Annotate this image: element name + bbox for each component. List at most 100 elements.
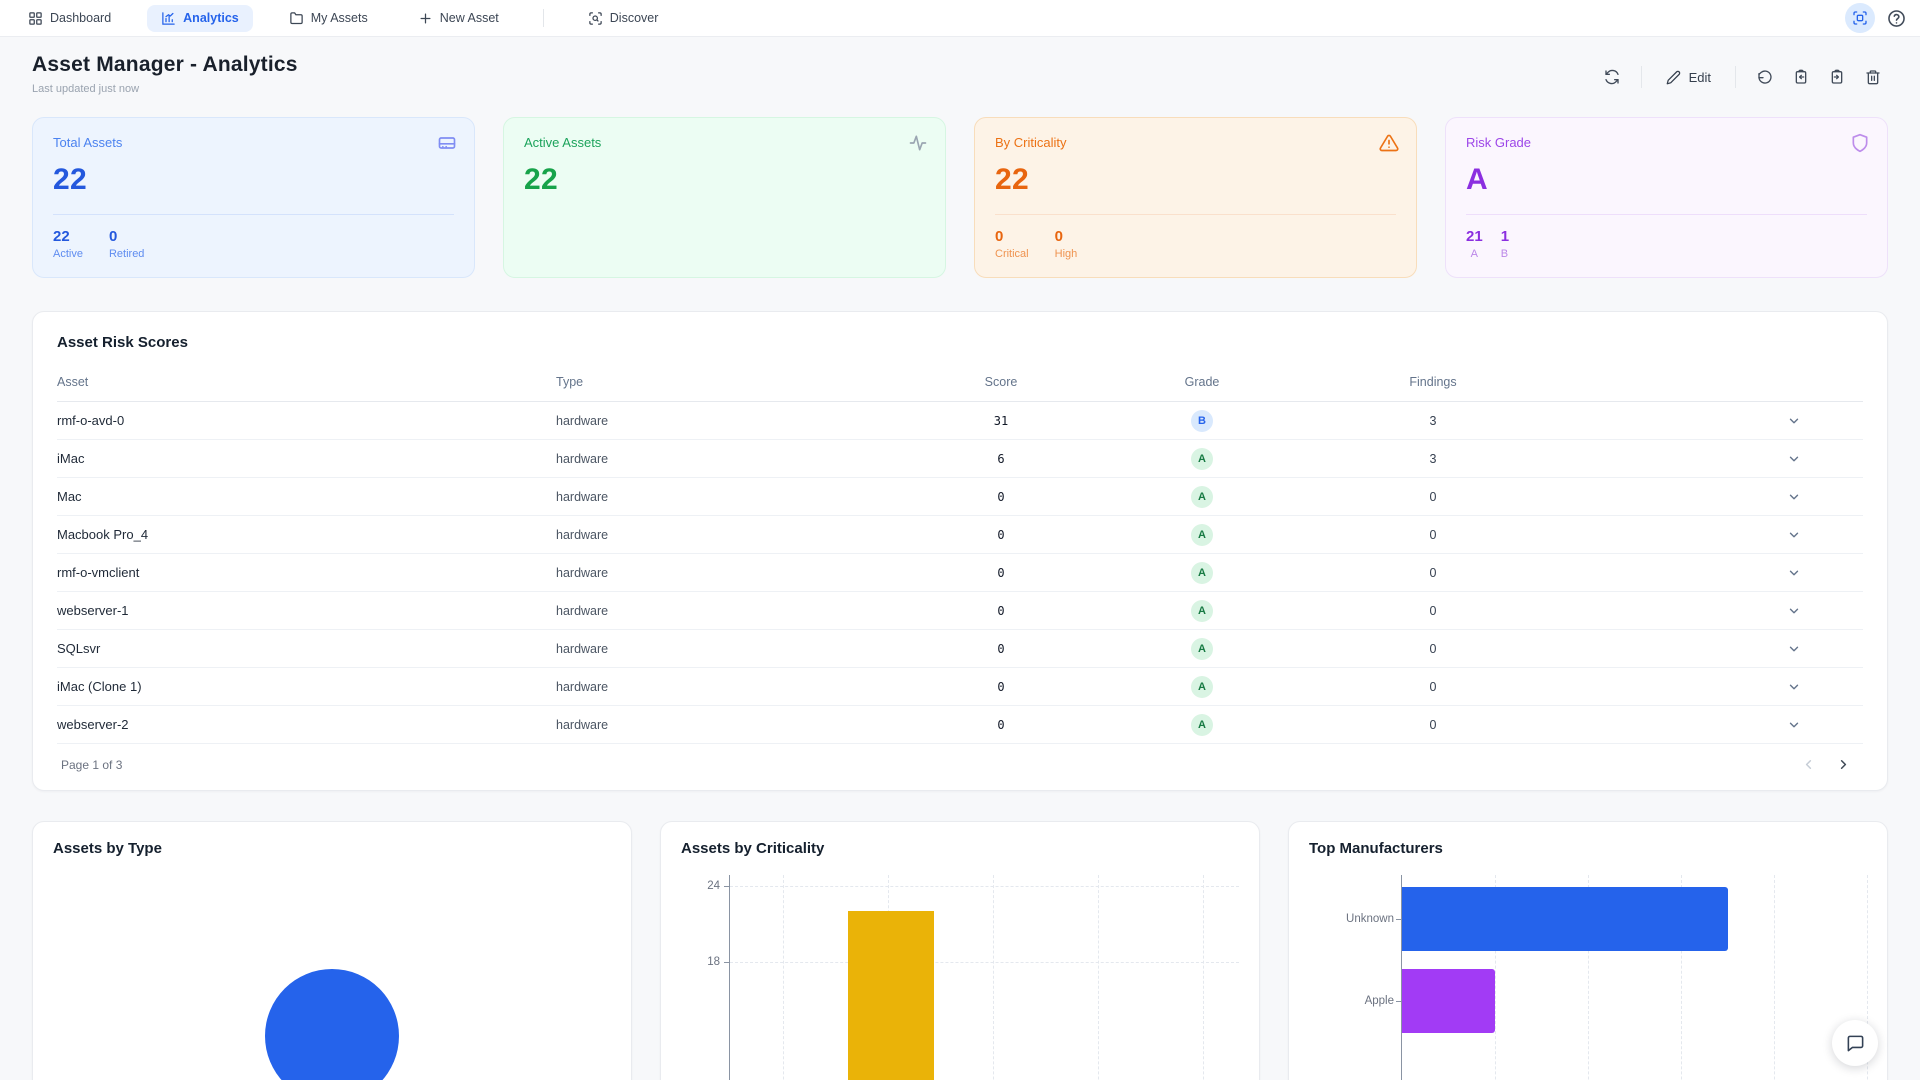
gridline [1203,875,1204,1080]
score-cell: 0 [886,528,1116,542]
nav-item-dashboard[interactable]: Dashboard [14,5,125,32]
substat-label: High [1055,248,1078,260]
speech-bubble-icon [1846,1034,1865,1053]
findings-cell: 0 [1288,604,1578,618]
column-header-findings: Findings [1288,375,1578,389]
grade-cell: A [1116,524,1288,546]
grade-badge: A [1191,600,1213,622]
charts-row: Assets by Type Assets by Criticality 24 … [32,821,1888,1080]
substat-value: 21 [1466,228,1483,245]
dashboard-grid-icon [28,11,43,26]
chevron-down-icon [1787,566,1801,580]
manufacturer-bar[interactable] [1402,969,1495,1033]
score-cell: 31 [886,414,1116,428]
table-row: webserver-1 hardware 0 A 0 [57,592,1863,630]
expand-row-button[interactable] [1578,680,1863,694]
column-header-grade: Grade [1116,375,1288,389]
expand-row-button[interactable] [1578,566,1863,580]
manufacturer-bar[interactable] [1402,887,1728,951]
nav-item-discover[interactable]: Discover [574,5,673,32]
stat-card-label: By Criticality [995,135,1396,150]
substat-value: 0 [109,228,144,245]
chevron-down-icon [1787,680,1801,694]
scan-search-icon [588,11,603,26]
top-navigation-bar: Dashboard Analytics My Assets New Asset [0,0,1920,37]
x-axis-tick [1396,1001,1402,1002]
substat: 0 Retired [109,228,144,260]
previous-page-button[interactable] [1801,757,1816,772]
analytics-chart-icon [161,11,176,26]
grade-cell: A [1116,448,1288,470]
edit-button[interactable]: Edit [1656,66,1721,89]
undo-button[interactable] [1750,63,1780,91]
grade-badge: A [1191,486,1213,508]
asset-risk-scores-card: Asset Risk Scores Asset Type Score Grade… [32,311,1888,791]
chart-title: Assets by Type [53,840,611,857]
grade-badge: A [1191,638,1213,660]
substat-label: Critical [995,248,1029,260]
clipboard-import-button[interactable] [1786,63,1816,91]
chevron-down-icon [1787,528,1801,542]
expand-row-button[interactable] [1578,452,1863,466]
grade-cell: A [1116,638,1288,660]
expand-row-button[interactable] [1578,414,1863,428]
asset-type-cell: hardware [556,414,886,428]
table-row: SQLsvr hardware 0 A 0 [57,630,1863,668]
shield-icon [1850,133,1870,153]
substat: 1 B [1501,228,1509,260]
grade-cell: A [1116,486,1288,508]
chevron-down-icon [1787,642,1801,656]
clipboard-export-button[interactable] [1822,63,1852,91]
assets-by-type-chart-card: Assets by Type [32,821,632,1080]
nav-divider [543,9,544,27]
asset-name-cell: rmf-o-vmclient [57,565,556,580]
refresh-button[interactable] [1597,63,1627,91]
criticality-bar[interactable] [848,911,934,1080]
substat-value: 0 [1055,228,1078,245]
expand-row-button[interactable] [1578,642,1863,656]
findings-cell: 0 [1288,642,1578,656]
next-page-button[interactable] [1836,757,1851,772]
asset-type-cell: hardware [556,528,886,542]
table-footer: Page 1 of 3 [57,744,1863,778]
asset-type-cell: hardware [556,680,886,694]
findings-cell: 3 [1288,414,1578,428]
stat-card-value: 22 [995,163,1396,197]
table-row: rmf-o-avd-0 hardware 31 B 3 [57,402,1863,440]
y-axis-tick-label: 24 [690,880,720,892]
stat-card-value: 22 [524,163,925,197]
edit-button-label: Edit [1689,70,1711,85]
nav-item-my-assets[interactable]: My Assets [275,5,382,32]
nav-item-new-asset[interactable]: New Asset [404,5,513,32]
grade-cell: B [1116,410,1288,432]
chat-fab-button[interactable] [1832,1020,1878,1066]
grade-badge: B [1191,410,1213,432]
nav-label: Analytics [183,11,239,25]
alert-triangle-icon [1379,133,1399,153]
asset-name-cell: webserver-1 [57,603,556,618]
card-divider [1466,214,1867,215]
expand-row-button[interactable] [1578,718,1863,732]
stat-card-total-assets: Total Assets 22 22 Active 0 Retired [32,117,475,278]
findings-cell: 3 [1288,452,1578,466]
score-cell: 0 [886,566,1116,580]
focus-scan-button[interactable] [1845,3,1875,33]
asset-type-cell: hardware [556,718,886,732]
delete-button[interactable] [1858,63,1888,91]
expand-row-button[interactable] [1578,528,1863,542]
table-body: rmf-o-avd-0 hardware 31 B 3 iMac hardwar… [57,402,1863,744]
gridline [993,875,994,1080]
findings-cell: 0 [1288,680,1578,694]
expand-row-button[interactable] [1578,604,1863,618]
expand-row-button[interactable] [1578,490,1863,504]
pagination-label: Page 1 of 3 [61,758,122,772]
score-cell: 0 [886,642,1116,656]
pagination-controls [1801,757,1859,772]
asset-name-cell: Mac [57,489,556,504]
help-icon[interactable] [1887,9,1906,28]
chart-title: Top Manufacturers [1309,840,1867,857]
nav-item-analytics[interactable]: Analytics [147,5,253,32]
assets-by-type-pie[interactable] [265,969,399,1080]
y-axis-tick [724,962,730,963]
stat-card-label: Active Assets [524,135,925,150]
